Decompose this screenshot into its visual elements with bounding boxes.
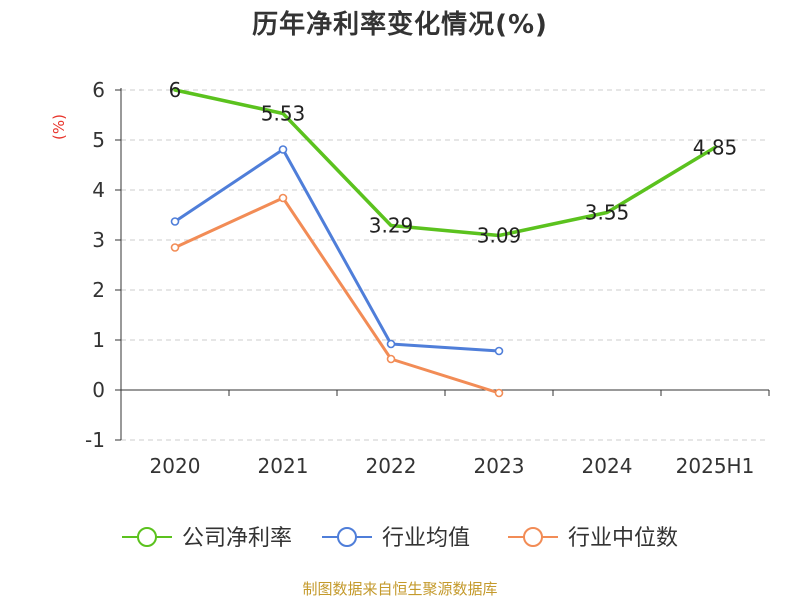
data-point [386,339,396,349]
legend-marker [523,527,543,547]
data-point [170,217,180,226]
data-point [386,354,396,364]
series-lines [170,88,717,398]
data-label: 3.55 [585,201,630,225]
data-labels: 6 5.53 3.29 3.09 3.55 4.85 [169,78,738,248]
y-axis-label: (%) [50,114,68,140]
y-tick-label: 0 [92,378,105,402]
data-label: 3.29 [369,214,414,238]
y-tick-label: 1 [92,328,105,352]
legend-label: 行业中位数 [568,526,678,551]
x-tick-label: 2023 [474,454,525,478]
legend-item: 行业均值 [322,526,470,551]
data-label: 4.85 [693,136,738,160]
legend-item: 公司净利率 [122,526,292,551]
source-note: 制图数据来自恒生聚源数据库 [302,580,498,598]
y-tick-label: 6 [92,78,105,102]
data-label: 3.09 [477,224,522,248]
x-tick-label: 2024 [582,454,633,478]
y-tick-label: 4 [92,178,105,202]
series-line [173,88,717,238]
y-tick-label: 3 [92,228,105,252]
x-tick-label: 2022 [366,454,417,478]
data-point [278,193,288,203]
legend-item: 行业中位数 [508,526,678,551]
legend: 公司净利率 行业均值 行业中位数 [122,526,678,551]
data-label: 6 [169,78,182,102]
data-point [494,388,504,398]
data-point [278,145,288,154]
series-line [173,148,501,353]
x-tick-label: 2020 [150,454,201,478]
data-point [170,243,180,252]
legend-marker [137,527,157,547]
y-tick-label: -1 [85,428,105,452]
legend-label: 公司净利率 [182,526,292,551]
axes: 6 5 4 3 2 1 0 -1 2020 2021 2022 2023 2024 2025H1 [85,78,770,478]
legend-marker [337,527,357,547]
x-tick-label: 2021 [258,454,309,478]
y-tick-label: 5 [92,128,105,152]
series-line [173,196,501,395]
y-tick-label: 2 [92,278,105,302]
data-point [494,346,504,356]
chart-title: 历年净利率变化情况(%) [252,10,548,40]
data-label: 5.53 [261,102,306,126]
legend-label: 行业均值 [382,526,470,551]
x-tick-label: 2025H1 [676,454,755,478]
grid-lines [121,89,769,441]
